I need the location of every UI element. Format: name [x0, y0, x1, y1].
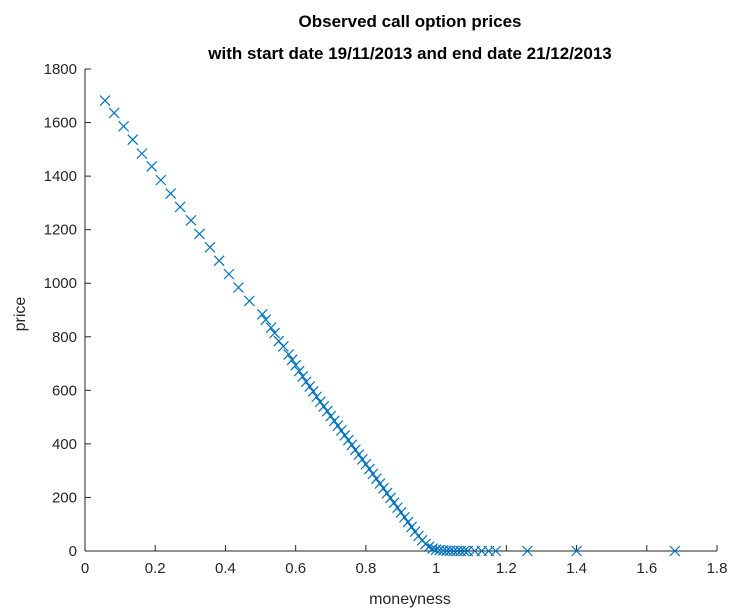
- data-point: [118, 120, 130, 132]
- tick-marks: [84, 68, 718, 552]
- data-point: [367, 468, 379, 480]
- data-point: [155, 174, 167, 186]
- data-point: [339, 429, 351, 441]
- data-point: [427, 543, 439, 555]
- data-point: [399, 511, 410, 523]
- data-point: [328, 415, 340, 427]
- y-tick-label: 0: [69, 543, 77, 560]
- data-point: [360, 458, 372, 470]
- data-point: [297, 370, 309, 382]
- data-point: [353, 449, 365, 461]
- data-point: [395, 507, 407, 518]
- data-point: [374, 478, 386, 489]
- data-point: [346, 439, 358, 451]
- data-point: [571, 545, 582, 557]
- data-point: [370, 473, 382, 485]
- data-point: [127, 134, 139, 146]
- data-point: [265, 322, 277, 334]
- data-point: [293, 365, 305, 377]
- data-point: [381, 487, 393, 499]
- y-tick-label: 1800: [44, 61, 77, 78]
- y-axis-label: price: [12, 297, 29, 332]
- data-point: [108, 107, 120, 119]
- data-point: [423, 541, 435, 553]
- data-point: [304, 381, 316, 393]
- x-tick-label: 0: [81, 560, 89, 577]
- data-point: [458, 545, 470, 557]
- y-tick-label: 1200: [44, 222, 77, 239]
- chart-title: Observed call option prices: [299, 12, 522, 31]
- data-point: [194, 228, 205, 240]
- data-point: [223, 268, 235, 280]
- data-point: [307, 385, 319, 397]
- data-points: [99, 95, 681, 557]
- data-point: [286, 354, 298, 366]
- data-point: [233, 282, 244, 293]
- data-point: [314, 396, 326, 408]
- data-point: [332, 420, 344, 432]
- data-point: [342, 434, 354, 446]
- data-point: [277, 340, 289, 352]
- data-point: [490, 545, 502, 557]
- x-tick-label: 0.2: [145, 560, 166, 577]
- data-point: [213, 255, 225, 267]
- data-point: [174, 201, 186, 213]
- data-point: [256, 308, 268, 320]
- data-point: [388, 497, 400, 509]
- data-point: [402, 516, 414, 528]
- data-point: [521, 545, 533, 557]
- axes: [84, 69, 717, 552]
- data-point: [356, 453, 368, 465]
- tick-labels: 0 0.2 0.4 0.6 0.8 1 1.2 1.4 1.6 1.8 0 200 400 600 800 1…: [44, 61, 728, 577]
- data-point: [349, 444, 361, 456]
- data-point: [243, 295, 255, 307]
- y-tick-label: 600: [52, 382, 77, 399]
- x-tick-label: 0.8: [355, 560, 376, 577]
- data-point: [378, 482, 389, 494]
- y-tick-label: 1400: [44, 168, 77, 185]
- y-tick-label: 1000: [44, 275, 77, 292]
- data-point: [283, 349, 295, 360]
- data-point: [185, 214, 197, 226]
- data-point: [335, 425, 347, 436]
- data-point: [165, 188, 177, 199]
- x-tick-label: 1.2: [496, 560, 517, 577]
- data-point: [669, 545, 681, 557]
- x-tick-label: 1.6: [636, 560, 657, 577]
- x-tick-label: 1.4: [566, 560, 587, 577]
- data-point: [392, 502, 403, 514]
- x-tick-label: 1.8: [707, 560, 728, 577]
- data-point: [406, 521, 417, 533]
- y-tick-label: 1600: [44, 115, 77, 132]
- chart-subtitle: with start date 19/11/2013 and end date …: [207, 44, 611, 63]
- data-point: [321, 405, 333, 417]
- data-point: [269, 327, 281, 339]
- data-point: [204, 241, 216, 253]
- data-point: [385, 492, 396, 504]
- data-point: [318, 400, 330, 412]
- data-point: [300, 376, 312, 388]
- x-tick-label: 0.4: [215, 560, 236, 577]
- x-tick-label: 1: [432, 560, 440, 577]
- data-point: [363, 463, 375, 475]
- x-tick-label: 0.6: [285, 560, 306, 577]
- data-point: [325, 410, 337, 422]
- y-tick-label: 400: [52, 436, 77, 453]
- data-point: [260, 314, 272, 326]
- data-point: [290, 359, 302, 371]
- y-tick-label: 200: [52, 489, 77, 506]
- data-point: [311, 391, 323, 403]
- y-tick-label: 800: [52, 329, 77, 346]
- data-point: [136, 148, 148, 160]
- data-point: [146, 161, 158, 172]
- x-axis-label: moneyness: [369, 591, 451, 608]
- data-point: [99, 95, 111, 107]
